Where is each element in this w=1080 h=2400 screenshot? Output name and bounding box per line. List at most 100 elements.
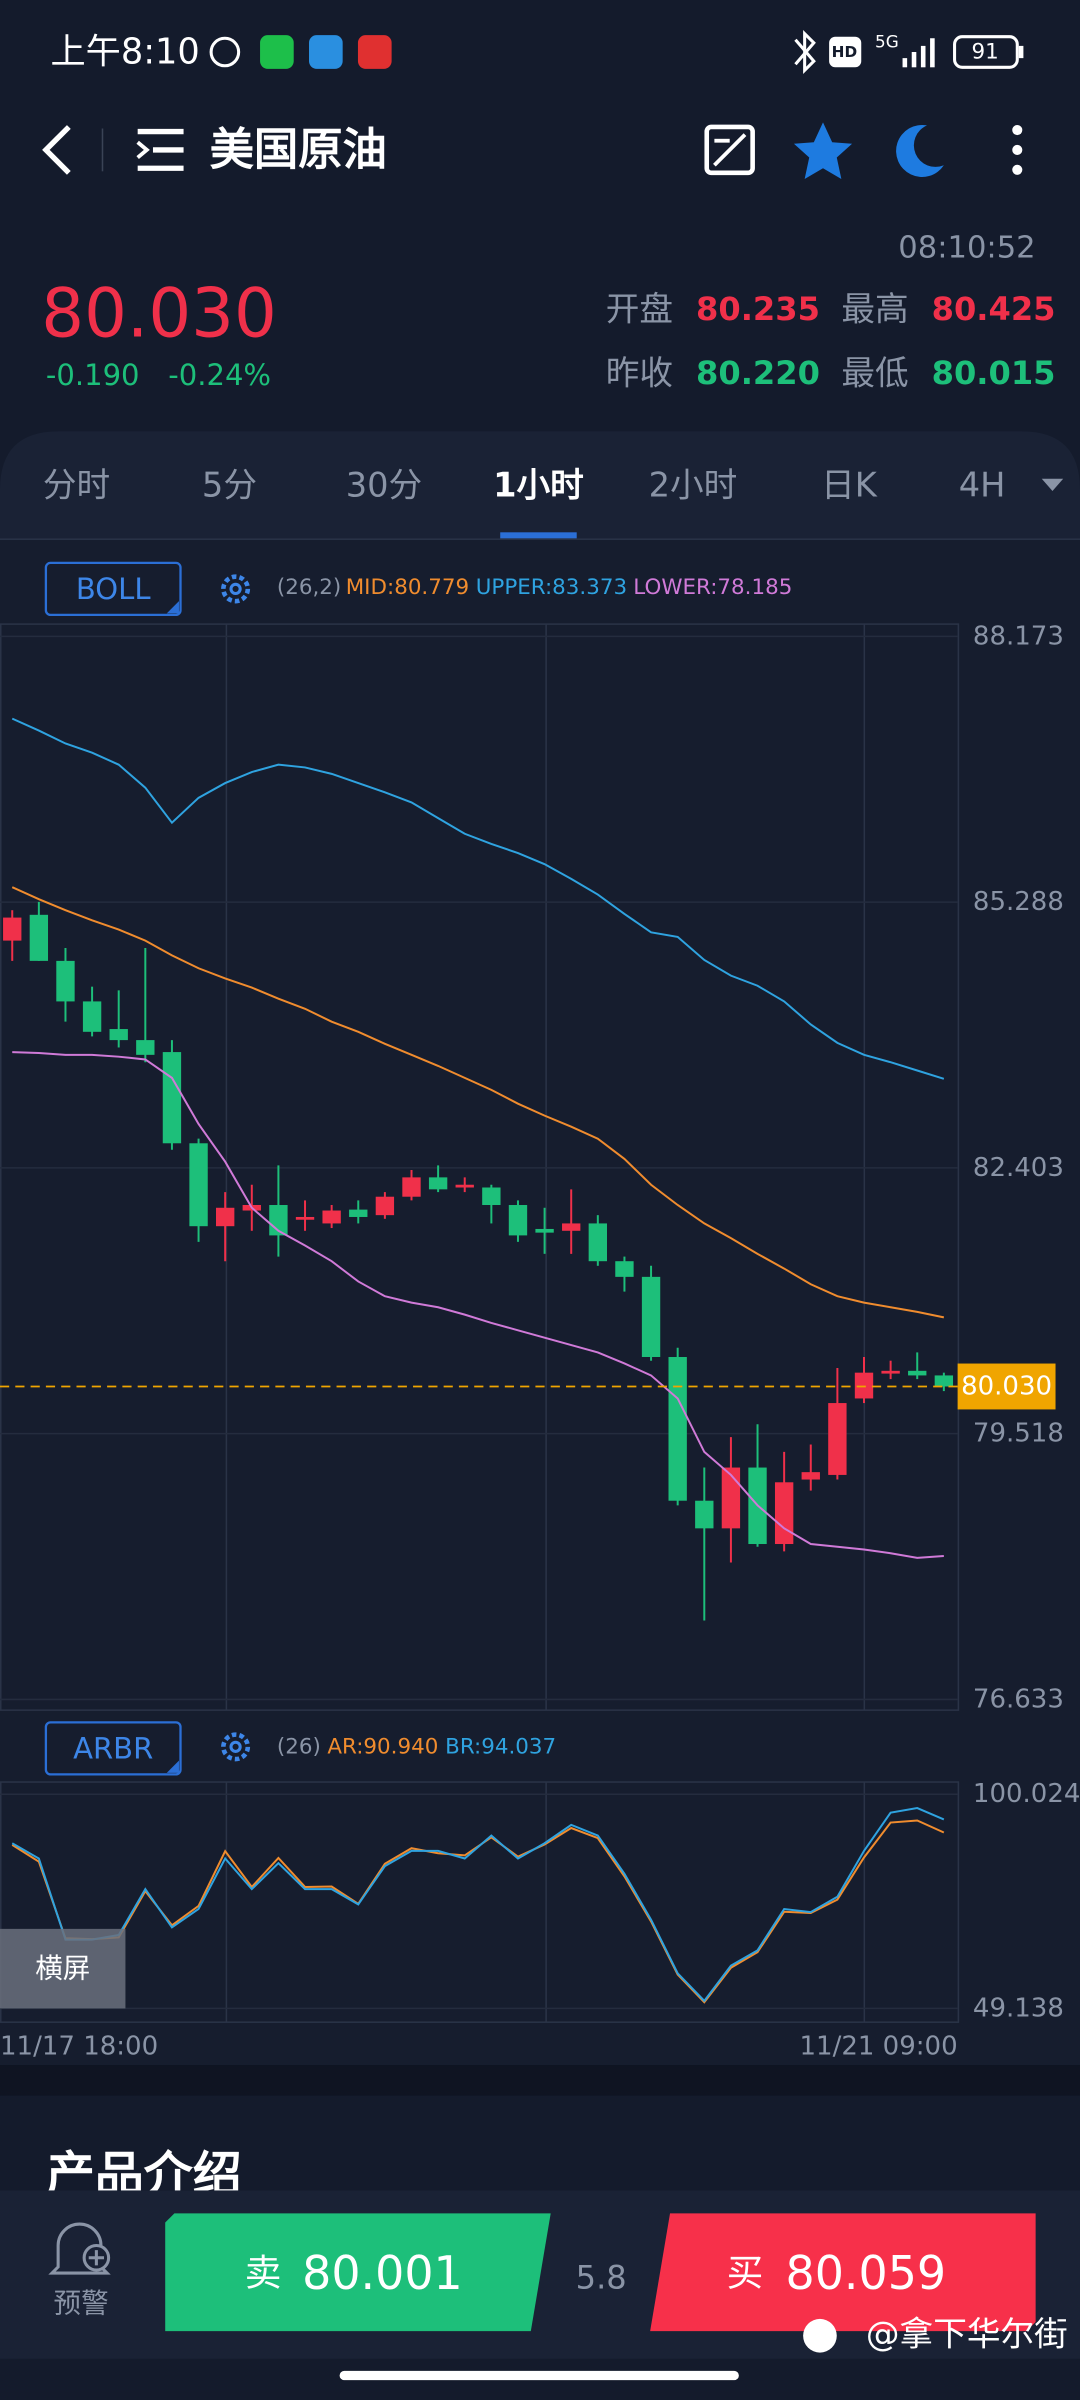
candle-body	[615, 1261, 634, 1277]
indicator-name: ARBR	[73, 1731, 153, 1765]
sell-button[interactable]	[165, 2213, 551, 2332]
settings-button[interactable]	[221, 1732, 251, 1762]
last-price-tag	[957, 1363, 1056, 1410]
indicator-selector[interactable]	[44, 1721, 182, 1776]
battery-level: 91	[972, 40, 999, 65]
stat-value: 80.425	[932, 290, 1056, 328]
settings-icon	[229, 1740, 242, 1753]
price-change-pct: -0.24%	[168, 358, 271, 392]
tab[interactable]: 日K	[821, 465, 878, 504]
x-tick-label: 11/21 09:00	[799, 2032, 957, 2062]
stat-label: 最低	[841, 354, 908, 393]
candle-body	[588, 1223, 608, 1262]
y-tick-label: 76.633	[973, 1684, 1064, 1714]
tab[interactable]: 4H	[959, 465, 1006, 504]
chart-panel	[0, 539, 1080, 2066]
candle-body	[508, 1205, 528, 1236]
candle-body	[136, 1040, 155, 1055]
candle-body	[29, 914, 49, 961]
indicator-line	[11, 1807, 945, 2003]
last-price-label: 80.030	[961, 1371, 1052, 1401]
candle-body	[109, 1029, 128, 1041]
favorite-button[interactable]	[793, 122, 853, 179]
battery-icon	[953, 35, 1019, 69]
stat-label: 最高	[841, 289, 908, 328]
candle-body	[375, 1196, 395, 1216]
buy-price: 80.059	[786, 2246, 947, 2300]
menu-button[interactable]	[136, 128, 184, 171]
bluetooth-icon	[794, 29, 816, 75]
candle-body	[641, 1276, 661, 1358]
app-icon	[357, 35, 392, 69]
tab[interactable]: 5分	[202, 465, 257, 504]
tab[interactable]: 30分	[346, 465, 422, 504]
section-gap	[0, 2065, 1080, 2096]
tab[interactable]: 2小时	[649, 465, 738, 504]
home-indicator	[339, 2370, 739, 2381]
more-button[interactable]	[1012, 124, 1023, 175]
app-icon	[309, 35, 343, 69]
watermark-logo	[803, 2318, 837, 2353]
sell-label: 卖	[245, 2252, 282, 2295]
stat-value: 80.015	[932, 354, 1056, 392]
indicator-name: BOLL	[76, 572, 151, 606]
y-tick-label: 82.403	[973, 1153, 1064, 1183]
indicator-params: (26,2)	[277, 575, 341, 600]
indicator-selector[interactable]	[44, 561, 182, 617]
indicator-line	[12, 1051, 944, 1559]
y-tick-label: 85.288	[973, 887, 1064, 917]
legend-entry: BR:94.037	[445, 1734, 556, 1759]
candle-body	[828, 1403, 847, 1475]
candle-body	[295, 1216, 315, 1220]
night-mode-button[interactable]	[896, 124, 944, 177]
stat-value: 80.220	[696, 354, 820, 392]
app-icon	[260, 35, 294, 69]
hd-badge	[829, 36, 862, 68]
tab-more[interactable]	[1041, 478, 1064, 492]
battery-tip	[1018, 45, 1024, 59]
indicator-line	[11, 717, 945, 1080]
y-tick-label: 49.138	[973, 1993, 1064, 2023]
y-tick-label: 100.024	[973, 1779, 1080, 1809]
candle-body	[908, 1370, 927, 1376]
watermark: @拿下华尔街	[866, 2315, 1068, 2354]
legend-entry: UPPER:83.373	[476, 575, 627, 600]
edit-button[interactable]	[704, 124, 755, 176]
candle-body	[349, 1209, 368, 1217]
candle-body	[322, 1210, 341, 1224]
network-type: 5G	[875, 31, 899, 51]
settings-button[interactable]	[221, 574, 251, 604]
candle-body	[402, 1177, 421, 1197]
x-tick-label: 11/17 18:00	[0, 2032, 158, 2062]
alarm-icon	[209, 36, 241, 68]
indicator-params: (26)	[277, 1734, 321, 1759]
candle-body	[482, 1187, 501, 1206]
candle-body	[455, 1184, 474, 1188]
stat-value: 80.235	[696, 290, 820, 328]
candle-body	[562, 1223, 581, 1231]
stat-label: 昨收	[606, 354, 673, 393]
candle-body	[881, 1370, 900, 1374]
settings-icon	[229, 582, 242, 596]
stat-label: 开盘	[606, 289, 673, 328]
candle-body	[82, 1001, 102, 1032]
rotate-button[interactable]	[0, 1928, 126, 2009]
candle-body	[56, 960, 75, 1002]
indicator-line	[11, 886, 945, 1319]
legend-entry: MID:80.779	[346, 575, 469, 600]
candle-body	[854, 1372, 874, 1399]
last-price: 80.030	[41, 275, 276, 353]
selector-corner	[166, 601, 179, 614]
back-button[interactable]	[42, 125, 71, 175]
tab[interactable]: 1小时	[493, 465, 584, 504]
page-title: 美国原油	[210, 124, 387, 175]
signal-icon	[902, 38, 935, 68]
candle-body	[3, 917, 22, 941]
tab[interactable]: 分时	[43, 465, 110, 504]
price-change: -0.190	[46, 358, 140, 392]
alert-button[interactable]	[48, 2222, 111, 2275]
candle-body	[428, 1177, 448, 1190]
buy-button[interactable]	[650, 2213, 1036, 2332]
legend-entry: AR:90.940	[327, 1734, 438, 1759]
